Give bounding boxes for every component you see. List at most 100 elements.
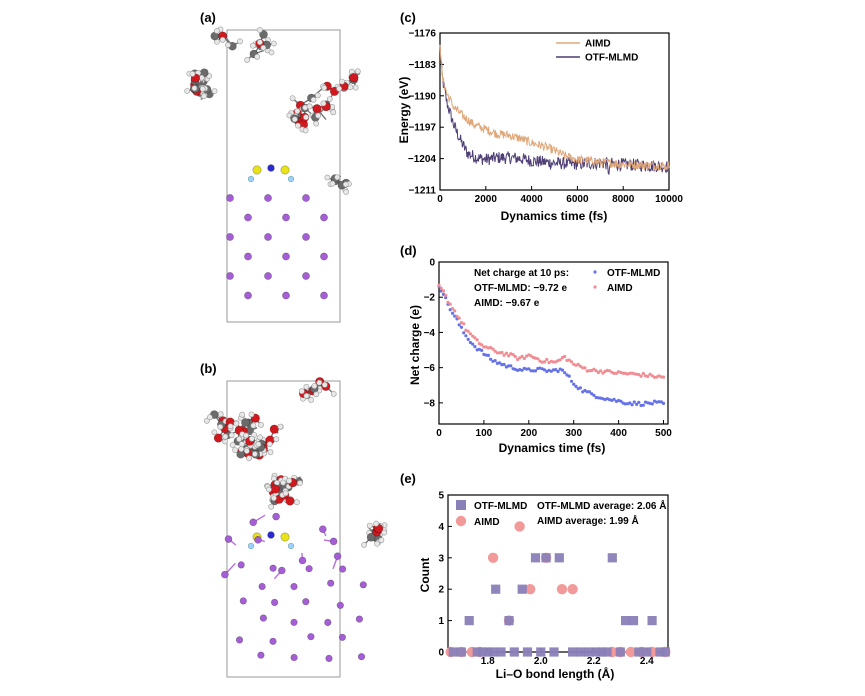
- panel-e-point-otf-mlmd: [615, 647, 625, 657]
- panel-c-series-aimd-line: [439, 44, 670, 172]
- panel-c-legend: AIMD OTF-MLMD: [556, 39, 638, 64]
- panel-d-point-otf-mlmd: [554, 368, 558, 372]
- lithium-atom: [259, 614, 268, 622]
- hydrogen-atom: [270, 40, 277, 47]
- lithium-atom: [333, 552, 342, 561]
- hydrogen-atom: [228, 432, 235, 439]
- panel-d-point-aimd: [518, 356, 522, 360]
- panel-d-point-aimd: [601, 371, 605, 375]
- panel-e-point-otf-mlmd: [472, 647, 482, 657]
- panel-e-point-aimd: [514, 521, 525, 532]
- lithium-atom: [357, 653, 366, 661]
- panel-d-point-otf-mlmd: [661, 401, 666, 405]
- lithium-atom: [237, 561, 245, 569]
- panel-d-x-tick-label: 200: [520, 428, 537, 439]
- panel-d-point-aimd: [581, 366, 585, 370]
- lithium-atom: [290, 618, 298, 626]
- panel-d-point-otf-mlmd: [480, 348, 484, 352]
- lithium-atom: [290, 653, 298, 662]
- hydrogen-atom: [233, 420, 240, 427]
- hydrogen-atom: [302, 127, 309, 134]
- panel-d-point-aimd: [628, 371, 632, 375]
- panel-d-legend-label: OTF-MLMD: [607, 268, 660, 279]
- panel-d-point-otf-mlmd: [533, 369, 538, 373]
- panel-e-point-otf-mlmd: [568, 647, 578, 657]
- panel-e-point-otf-mlmd: [628, 616, 639, 626]
- hydrogen-atom: [311, 383, 318, 389]
- hydrogen-atom: [255, 441, 262, 448]
- lithium-atom: [302, 272, 310, 280]
- lithium-atom: [235, 636, 244, 644]
- panel-e-y-tick-label: 0: [438, 648, 444, 659]
- hydrogen-atom: [217, 411, 224, 418]
- lithium-atom: [282, 291, 290, 300]
- panel-d-label: (d): [400, 243, 417, 258]
- lithium-atom: [329, 537, 338, 546]
- hydrogen-atom: [310, 96, 317, 103]
- hydrogen-atom: [211, 429, 218, 436]
- panel-c-plot-frame: [439, 32, 670, 191]
- panel-d-point-aimd: [450, 307, 455, 311]
- hydrogen-atom: [303, 114, 309, 121]
- hydrogen-atom: [219, 36, 226, 43]
- panel-e-point-otf-mlmd: [634, 647, 644, 657]
- hydrogen-atom: [243, 448, 250, 454]
- hydrogen-atom: [378, 537, 385, 544]
- hydrogen-atom: [321, 381, 328, 388]
- hydrogen-atom: [248, 435, 255, 442]
- panel-d-point-otf-mlmd: [502, 362, 506, 367]
- hydrogen-atom: [254, 53, 261, 60]
- panel-e-point-otf-mlmd: [642, 647, 652, 657]
- hydrogen-atom: [330, 390, 337, 397]
- hydrogen-atom: [316, 379, 323, 386]
- panel-e-point-otf-mlmd: [522, 647, 533, 657]
- panel-d-y-tick-label: −8: [424, 398, 436, 409]
- panel-d-point-otf-mlmd: [439, 289, 443, 293]
- carbon-atom: [241, 418, 250, 427]
- panel-e-point-aimd: [487, 552, 499, 563]
- panel-d-point-aimd: [592, 367, 596, 371]
- hydrogen-atom: [239, 411, 245, 418]
- panel-d-point-aimd: [648, 372, 652, 376]
- hydrogen-atom: [256, 39, 263, 46]
- panel-c-y-tick-label: −1211: [408, 186, 436, 197]
- lithium-atom: [272, 512, 280, 521]
- panel-d-x-axis-title: Dynamics time (fs): [499, 441, 606, 455]
- hydrogen-atom: [238, 441, 245, 447]
- lithium-atom: [258, 582, 266, 591]
- hydrogen-atom: [336, 85, 342, 92]
- panel-e-point-otf-mlmd: [602, 647, 612, 657]
- hydrogen-atom: [189, 71, 196, 77]
- panel-c-x-tick-label: 4000: [520, 194, 543, 205]
- hydrogen-atom: [303, 383, 310, 390]
- panel-d-point-aimd: [596, 370, 601, 375]
- hydrogen-atom: [273, 436, 280, 443]
- panel-d-point-otf-mlmd: [635, 402, 639, 406]
- lithium-atom: [244, 213, 252, 222]
- hydrogen-atom: [313, 120, 320, 127]
- panel-d-legend-marker: [593, 270, 597, 274]
- panel-d-point-otf-mlmd: [567, 374, 571, 378]
- panel-d-point-aimd: [473, 336, 477, 340]
- panel-d-point-aimd: [491, 347, 495, 351]
- hydrogen-atom: [291, 116, 298, 123]
- panel-e-legend-marker-aimd: [455, 515, 467, 527]
- panel-c-x-tick-label: 2000: [475, 194, 498, 205]
- lithium-atom: [226, 272, 234, 280]
- panel-e-point-otf-mlmd: [591, 647, 601, 657]
- panel-e-y-tick-label: 2: [438, 585, 444, 596]
- panel-d-point-aimd: [455, 314, 459, 318]
- hydrogen-atom: [229, 442, 236, 448]
- panel-d-point-otf-mlmd: [464, 334, 468, 338]
- panel-d-point-otf-mlmd: [473, 345, 477, 349]
- panel-d-point-aimd: [529, 354, 533, 358]
- panel-d-point-aimd: [646, 374, 650, 379]
- panel-d-point-otf-mlmd: [486, 353, 490, 357]
- hydrogen-atom: [280, 479, 286, 486]
- lithium-atom: [336, 601, 344, 609]
- panel-d-point-aimd: [612, 371, 616, 375]
- panel-e-point-otf-mlmd: [583, 647, 594, 657]
- panel-d-x-tick-label: 300: [565, 428, 582, 439]
- hydrogen-atom: [265, 486, 272, 493]
- panel-e-point-otf-mlmd: [541, 553, 551, 563]
